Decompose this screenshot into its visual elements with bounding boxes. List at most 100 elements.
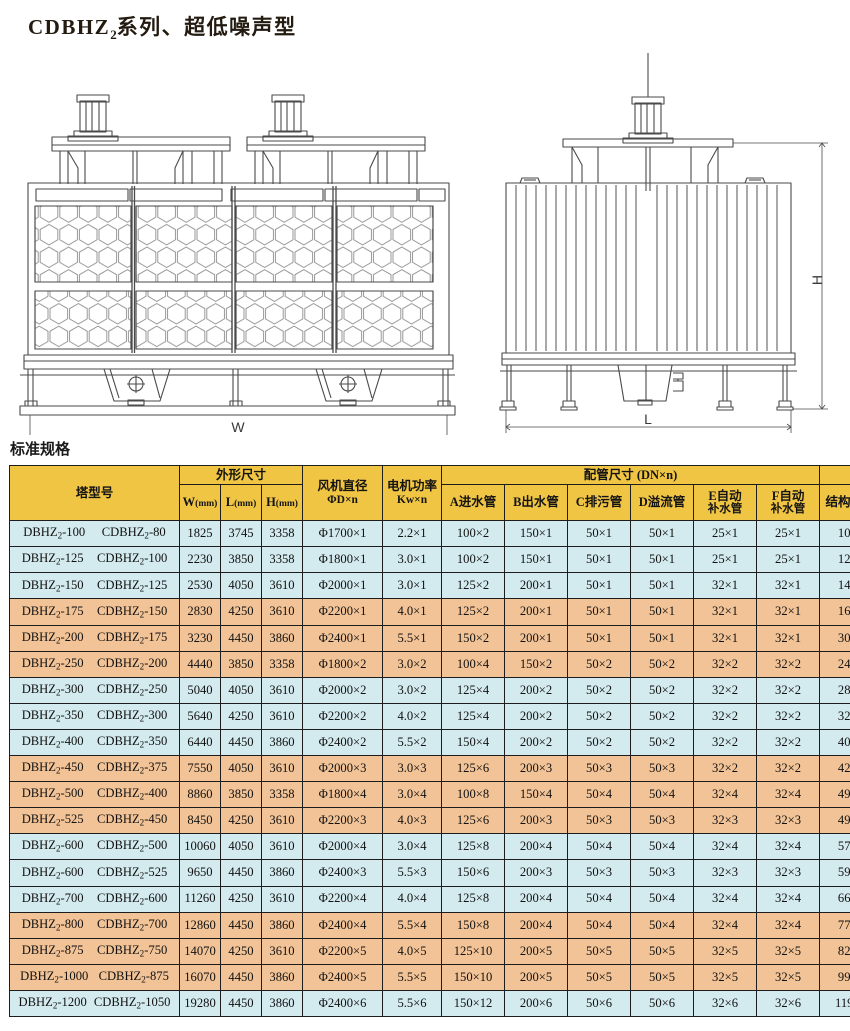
cell-motor-power: 5.5×1	[382, 624, 443, 652]
cell-pipe-e: 32×3	[693, 859, 758, 887]
table-row: DBHZ2-350 CDBHZ2-300 5640 4250 3610 Φ2200×2 4.…	[9, 702, 850, 730]
cell-fan-diameter: Φ2400×6	[302, 989, 384, 1017]
cell-pipe-c: 50×2	[567, 728, 632, 757]
cell-pipe-a: 100×2	[441, 546, 506, 574]
cell-motor-power: 5.5×2	[382, 728, 443, 757]
cell-pipe-a: 150×10	[441, 963, 506, 991]
model-code-a: DBHZ2-175	[21, 603, 84, 619]
cell-pipe-d: 50×1	[630, 624, 695, 652]
cell-width: 5640	[179, 702, 221, 730]
cell-fan-diameter: Φ2400×3	[302, 859, 384, 887]
cell-pipe-f: 32×6	[756, 989, 821, 1017]
dimension-label-h: H	[809, 275, 825, 285]
cell-pipe-b: 200×3	[504, 859, 569, 887]
cell-pipe-b: 150×1	[504, 546, 569, 574]
model-code-a: DBHZ2-525	[21, 812, 84, 828]
cell-length: 3745	[220, 520, 262, 548]
cell-width: 19280	[179, 989, 221, 1017]
cell-model: DBHZ2-525 CDBHZ2-450	[9, 807, 180, 835]
cell-pipe-b: 200×1	[504, 598, 569, 626]
cell-length: 4450	[220, 911, 262, 939]
model-code-b: CDBHZ2-125	[96, 577, 168, 593]
cell-pipe-d: 50×1	[630, 520, 695, 548]
model-code-b: CDBHZ2-175	[96, 629, 168, 645]
cell-height: 3860	[260, 963, 304, 991]
cell-length: 4050	[220, 755, 262, 783]
cell-model: DBHZ2-600 CDBHZ2-525	[9, 859, 180, 887]
cell-pipe-c: 50×3	[567, 807, 632, 835]
model-code-b: CDBHZ2-525	[96, 864, 168, 880]
model-code-a: DBHZ2-600	[21, 838, 84, 854]
cell-pipe-e: 32×1	[693, 598, 758, 626]
cell-height: 3860	[260, 728, 304, 757]
page-title-suffix: 系列、超低噪声型	[116, 15, 297, 39]
cell-length: 3850	[220, 650, 262, 678]
cell-pipe-d: 50×1	[630, 546, 695, 574]
model-code-a: DBHZ2-600	[21, 864, 84, 880]
cell-fan-diameter: Φ2200×4	[302, 885, 384, 913]
cell-width: 2530	[179, 572, 221, 600]
model-code-a: DBHZ2-700	[21, 890, 84, 906]
cell-model: DBHZ2-700 CDBHZ2-600	[9, 885, 180, 913]
cell-pipe-b: 200×4	[504, 911, 569, 939]
cell-width: 10060	[179, 833, 221, 861]
cell-pipe-f: 32×2	[756, 755, 821, 783]
cell-motor-power: 4.0×3	[382, 807, 443, 835]
cell-pipe-a: 125×10	[441, 937, 506, 965]
cell-pipe-b: 200×3	[504, 807, 569, 835]
cell-pipe-e: 32×6	[693, 989, 758, 1017]
cell-height: 3610	[260, 885, 304, 913]
cell-fan-diameter: Φ2200×2	[302, 702, 384, 730]
cell-pipe-d: 50×3	[630, 859, 695, 887]
cell-width: 8860	[179, 781, 221, 809]
header-fan-diameter-sub: ΦD×n	[327, 494, 358, 507]
model-code-a: DBHZ2-500	[21, 786, 84, 802]
header-outer-dimension-group: 外形尺寸	[178, 465, 304, 486]
cell-pipe-d: 50×1	[630, 598, 695, 626]
cell-pipe-a: 100×8	[441, 781, 506, 809]
cell-model: DBHZ2-350 CDBHZ2-300	[9, 702, 180, 730]
cell-structural-weight: 2840	[819, 676, 850, 704]
cell-model: DBHZ2-1200 CDBHZ2-1050	[9, 989, 180, 1017]
cell-pipe-d: 50×4	[630, 911, 695, 939]
fan-deck-left	[51, 136, 231, 185]
table-row: DBHZ2-525 CDBHZ2-450 8450 4250 3610 Φ2200×3 4.…	[9, 807, 850, 835]
cell-height: 3860	[260, 911, 304, 939]
cell-pipe-e: 32×3	[693, 807, 758, 835]
cell-pipe-f: 32×2	[756, 676, 821, 704]
cell-length: 3850	[220, 781, 262, 809]
cell-pipe-e: 32×4	[693, 911, 758, 939]
cell-width: 2830	[179, 598, 221, 626]
cell-motor-power: 4.0×5	[382, 937, 443, 965]
cell-pipe-c: 50×5	[567, 937, 632, 965]
header-pipe-group: 配管尺寸 (DN×n)	[441, 465, 821, 486]
cell-structural-weight: 1090	[819, 520, 850, 548]
header-motor-power-sub: Kw×n	[396, 494, 428, 507]
cell-fan-diameter: Φ2200×3	[302, 807, 384, 835]
fan-motor-right	[262, 94, 314, 142]
table-row: DBHZ2-600 CDBHZ2-500 10060 4050 3610 Φ2000×4 3…	[9, 833, 850, 861]
cell-structural-weight: 9950	[819, 963, 850, 991]
dimension-label-l: L	[644, 411, 652, 427]
cell-pipe-c: 50×4	[567, 781, 632, 809]
table-row: DBHZ2-875 CDBHZ2-750 14070 4250 3610 Φ2200×5 4…	[9, 937, 850, 965]
cell-motor-power: 3.0×3	[382, 755, 443, 783]
cell-length: 4450	[220, 859, 262, 887]
cell-height: 3610	[260, 833, 304, 861]
cell-pipe-d: 50×2	[630, 676, 695, 704]
cell-width: 12860	[179, 911, 221, 939]
cell-height: 3610	[260, 937, 304, 965]
cell-height: 3610	[260, 755, 304, 783]
table-row: DBHZ2-400 CDBHZ2-350 6440 4450 3860 Φ2400×2 5.…	[9, 728, 850, 757]
cell-motor-power: 3.0×2	[382, 650, 443, 678]
cell-height: 3860	[260, 624, 304, 652]
cell-fan-diameter: Φ1800×2	[302, 650, 384, 678]
standard-specification-table: 塔型号 外形尺寸 风机直径 ΦD×n 电机功率 Kw×n 配管尺寸 (DN×n)…	[9, 465, 850, 1017]
cell-fan-diameter: Φ2000×1	[302, 572, 384, 600]
table-row: DBHZ2-125 CDBHZ2-100 2230 3850 3358 Φ1800×1 3.…	[9, 546, 850, 574]
cell-pipe-e: 32×2	[693, 650, 758, 678]
cell-length: 4450	[220, 624, 262, 652]
cell-pipe-a: 125×4	[441, 702, 506, 730]
cell-model: DBHZ2-450 CDBHZ2-375	[9, 755, 180, 783]
header-width: W(mm)	[179, 484, 221, 522]
